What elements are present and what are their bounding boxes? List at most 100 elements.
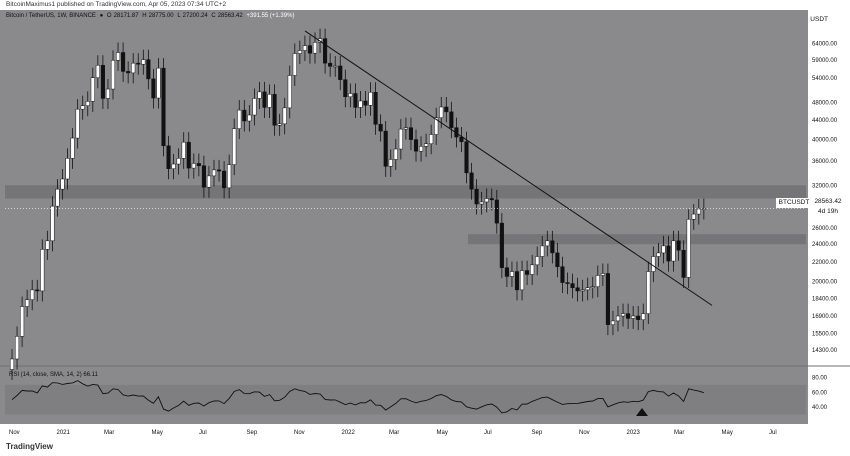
- footer-bar: TradingView: [0, 438, 850, 456]
- candle-body: [605, 273, 610, 325]
- tradingview-logo[interactable]: TradingView: [6, 442, 53, 451]
- time-tick: Jul: [199, 430, 207, 436]
- candle-body: [217, 169, 222, 172]
- candle-body: [70, 137, 75, 159]
- candle-body: [55, 188, 60, 207]
- candle-body: [126, 71, 131, 74]
- candle-body: [631, 315, 636, 319]
- candle-body: [100, 65, 105, 99]
- candle-body: [489, 198, 494, 201]
- candle-body: [242, 109, 247, 122]
- candle-body: [312, 42, 318, 54]
- price-tick: 26000.00: [812, 226, 838, 232]
- candle-body: [75, 108, 80, 139]
- candle-body: [641, 313, 646, 320]
- candle-body: [110, 60, 116, 90]
- candle-body: [520, 270, 525, 291]
- price-tick: 44000.00: [812, 118, 838, 124]
- candle-body: [525, 270, 530, 275]
- change-value: +391.55 (+1.39%): [246, 13, 295, 19]
- symbol-title[interactable]: Bitcoin / TetherUS, 1W, BINANCE: [6, 13, 96, 19]
- candle-body: [600, 273, 605, 276]
- publisher-text: BitcoinMaximus1 published on TradingView…: [6, 1, 227, 8]
- candle-body: [570, 283, 575, 289]
- time-tick: Jul: [484, 430, 492, 436]
- candle-body: [35, 289, 40, 292]
- candle-body: [131, 62, 136, 74]
- ohlc-header: Bitcoin / TetherUS, 1W, BINANCE ● O 28171…: [6, 13, 295, 19]
- candle-body: [666, 245, 671, 262]
- time-tick: Sep: [247, 430, 258, 436]
- candle-body: [393, 148, 398, 160]
- candle-body: [232, 128, 237, 165]
- candle-body: [116, 52, 121, 61]
- candle-body: [530, 264, 535, 275]
- candle-body: [439, 106, 444, 119]
- candle-body: [444, 106, 449, 113]
- time-tick: Mar: [389, 430, 399, 436]
- candle-body: [201, 165, 206, 188]
- candle-body: [277, 123, 282, 126]
- current-price-box: 28563.42 4d 19h: [810, 197, 846, 219]
- candle-body: [272, 94, 277, 126]
- candle-body: [550, 240, 555, 254]
- candle-body: [141, 59, 146, 65]
- rsi-legend[interactable]: RSI (14, close, SMA, 14, 2) 66.11: [9, 372, 98, 378]
- candle-body: [419, 146, 424, 152]
- candle-body: [136, 62, 141, 65]
- candle-body: [449, 111, 454, 128]
- candle-body: [610, 320, 616, 325]
- candle-body: [166, 145, 171, 169]
- candle-body: [434, 117, 439, 135]
- candle-body: [176, 158, 181, 165]
- price-tick: 14300.00: [812, 348, 838, 354]
- support-zone: [468, 234, 806, 245]
- candle-body: [181, 141, 186, 159]
- candle-body: [509, 271, 514, 277]
- price-chart[interactable]: 64000.00 59000.00 54000.00 48000.00 44000.00…: [0, 10, 850, 438]
- candle-body: [595, 275, 600, 287]
- candle-body: [676, 240, 681, 251]
- candle-body: [196, 163, 201, 167]
- candle-body: [378, 124, 383, 132]
- chart-area[interactable]: 64000.00 59000.00 54000.00 48000.00 44000.00…: [0, 10, 850, 438]
- candle-body: [348, 93, 353, 98]
- candle-body: [590, 286, 595, 289]
- candle-body: [45, 240, 50, 250]
- bar-countdown: 4d 19h: [818, 208, 838, 215]
- candle-body: [696, 208, 701, 215]
- price-tick: 15500.00: [812, 332, 838, 338]
- support-zone: [5, 185, 806, 199]
- candle-body: [656, 252, 661, 257]
- candle-body: [25, 299, 30, 307]
- price-tick: 20000.00: [812, 280, 838, 286]
- axis-currency-label: USDT: [810, 16, 828, 23]
- candle-body: [429, 134, 434, 144]
- time-tick: Jul: [769, 430, 777, 436]
- close-value: 28563.42: [217, 13, 243, 19]
- candle-body: [156, 67, 161, 99]
- time-tick: Mar: [104, 430, 114, 436]
- candle-body: [363, 100, 368, 106]
- high-value: 28775.00: [148, 13, 174, 19]
- candle-body: [40, 249, 45, 292]
- time-tick: May: [722, 430, 733, 436]
- candle-body: [121, 52, 126, 72]
- candle-body: [257, 91, 262, 99]
- candle-body: [671, 240, 676, 262]
- candle-body: [297, 50, 302, 54]
- candle-body: [247, 114, 252, 122]
- price-tick: 18400.00: [812, 297, 838, 303]
- rsi-line: [11, 380, 705, 414]
- candle-body: [85, 101, 90, 106]
- candle-body: [555, 252, 560, 267]
- descending-trendline: [304, 30, 713, 306]
- candle-body: [206, 175, 211, 188]
- candle-body: [343, 79, 348, 98]
- candle-body: [626, 313, 631, 319]
- candle-body: [353, 93, 358, 108]
- price-tick: 64000.00: [812, 41, 838, 47]
- rsi-tick: 80.00: [812, 375, 828, 381]
- candle-body: [186, 141, 191, 169]
- candle-body: [30, 289, 35, 300]
